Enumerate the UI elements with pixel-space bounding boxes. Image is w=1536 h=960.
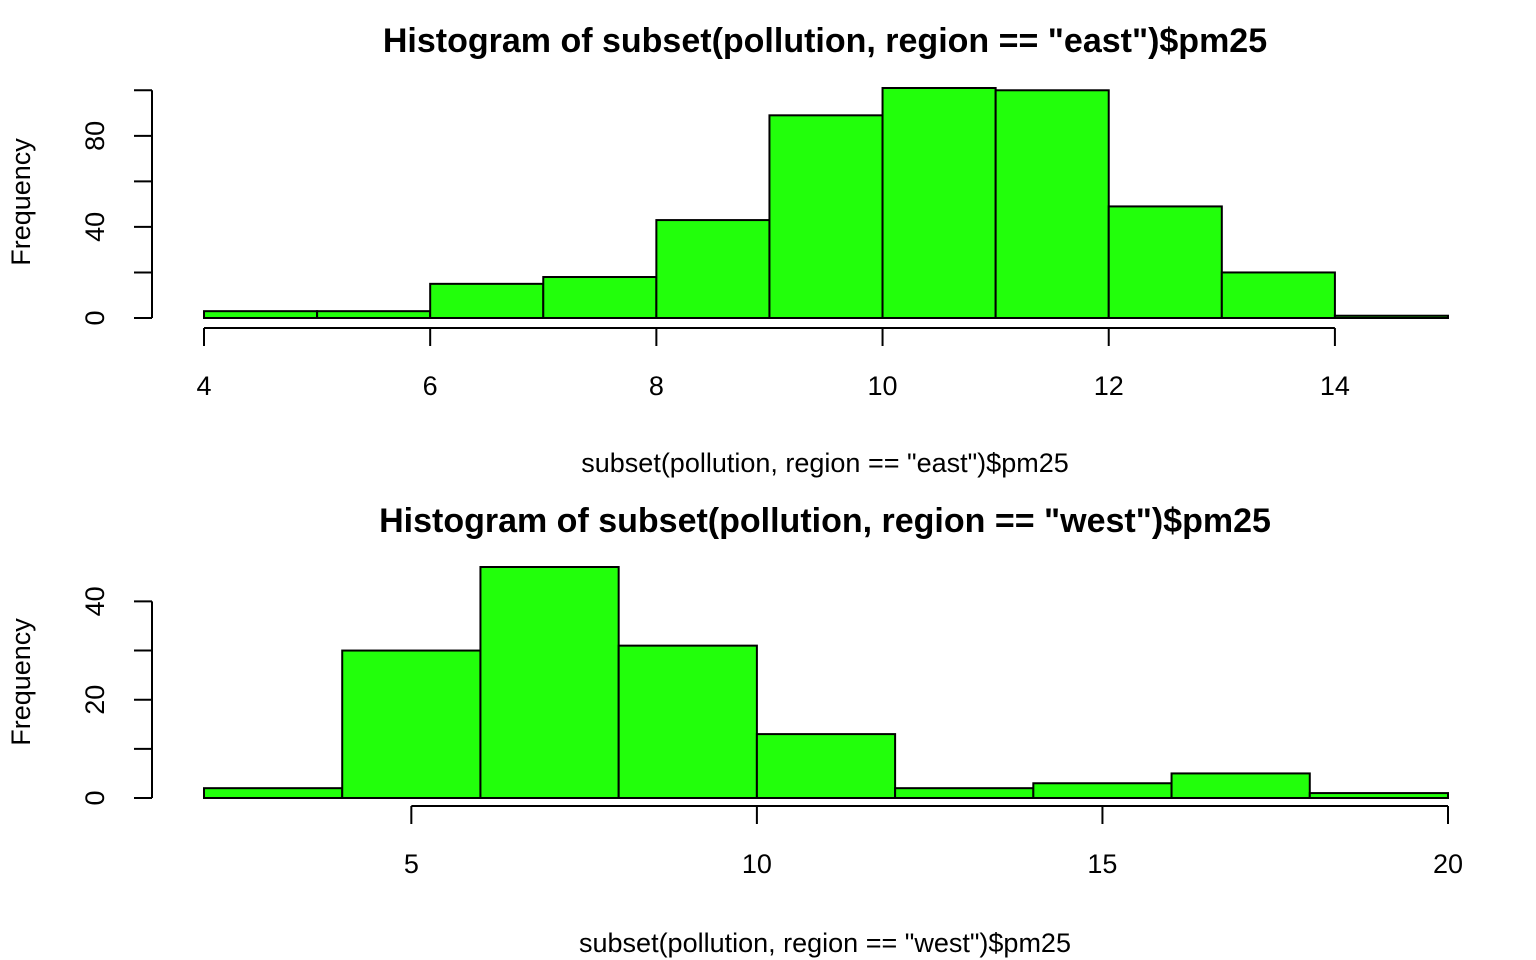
west-histogram-bar	[755, 733, 897, 799]
west-x-tick-label: 5	[404, 849, 419, 879]
east-histogram-bar	[1220, 271, 1336, 319]
west-histogram-bar	[203, 787, 344, 800]
west-histogram-bar	[341, 649, 482, 799]
east-y-axis-label: Frequency	[6, 138, 36, 266]
west-histogram-bar	[1308, 792, 1450, 799]
west-histogram-panel: Histogram of subset(pollution, region ==…	[6, 502, 1463, 958]
east-x-tick-label: 6	[423, 371, 438, 401]
east-y-tick-label: 0	[80, 310, 110, 325]
east-y-tick-label: 80	[80, 121, 110, 151]
east-chart-title: Histogram of subset(pollution, region ==…	[383, 22, 1267, 60]
east-y-axis: 0 40 80	[80, 89, 153, 326]
east-x-tick-label: 12	[1094, 371, 1124, 401]
west-x-tick-label: 10	[742, 849, 772, 879]
west-x-axis-label: subset(pollution, region == "west")$pm25	[579, 928, 1071, 958]
west-histogram-bar	[1170, 772, 1311, 800]
west-bars	[203, 566, 1450, 800]
west-y-axis-label: Frequency	[6, 618, 36, 746]
west-histogram-bar	[1032, 782, 1173, 799]
east-histogram-bar	[881, 87, 997, 319]
east-histogram-bar	[542, 276, 658, 319]
east-y-tick-label: 40	[80, 212, 110, 242]
east-x-tick-label: 10	[868, 371, 898, 401]
east-x-axis: 4 6 8 10 12 14	[196, 327, 1350, 401]
west-y-tick-label: 0	[80, 790, 110, 805]
west-x-axis: 5 10 15 20	[404, 805, 1463, 879]
east-x-axis-label: subset(pollution, region == "east")$pm25	[581, 448, 1068, 478]
west-y-axis: 0 20 40	[80, 586, 153, 806]
east-histogram-bar	[203, 310, 319, 319]
west-x-tick-label: 15	[1087, 849, 1117, 879]
east-histogram-bar	[316, 310, 432, 319]
east-histogram-bar	[1333, 314, 1449, 320]
east-histogram-bar	[768, 114, 884, 319]
west-x-tick-label: 20	[1433, 849, 1463, 879]
west-histogram-bar	[617, 644, 758, 800]
west-histogram-bar	[479, 566, 620, 799]
west-y-tick-label: 40	[80, 586, 110, 616]
east-histogram-bar	[655, 219, 771, 319]
east-x-tick-label: 4	[196, 371, 211, 401]
west-y-tick-label: 20	[80, 685, 110, 715]
east-bars	[203, 87, 1449, 320]
east-x-tick-label: 14	[1320, 371, 1350, 401]
west-chart-title: Histogram of subset(pollution, region ==…	[379, 502, 1271, 540]
east-x-tick-label: 8	[649, 371, 664, 401]
east-histogram-panel: Histogram of subset(pollution, region ==…	[6, 22, 1449, 478]
west-histogram-bar	[894, 787, 1035, 800]
east-histogram-bar	[429, 282, 545, 319]
east-histogram-bar	[994, 89, 1110, 320]
east-histogram-bar	[1107, 205, 1223, 320]
